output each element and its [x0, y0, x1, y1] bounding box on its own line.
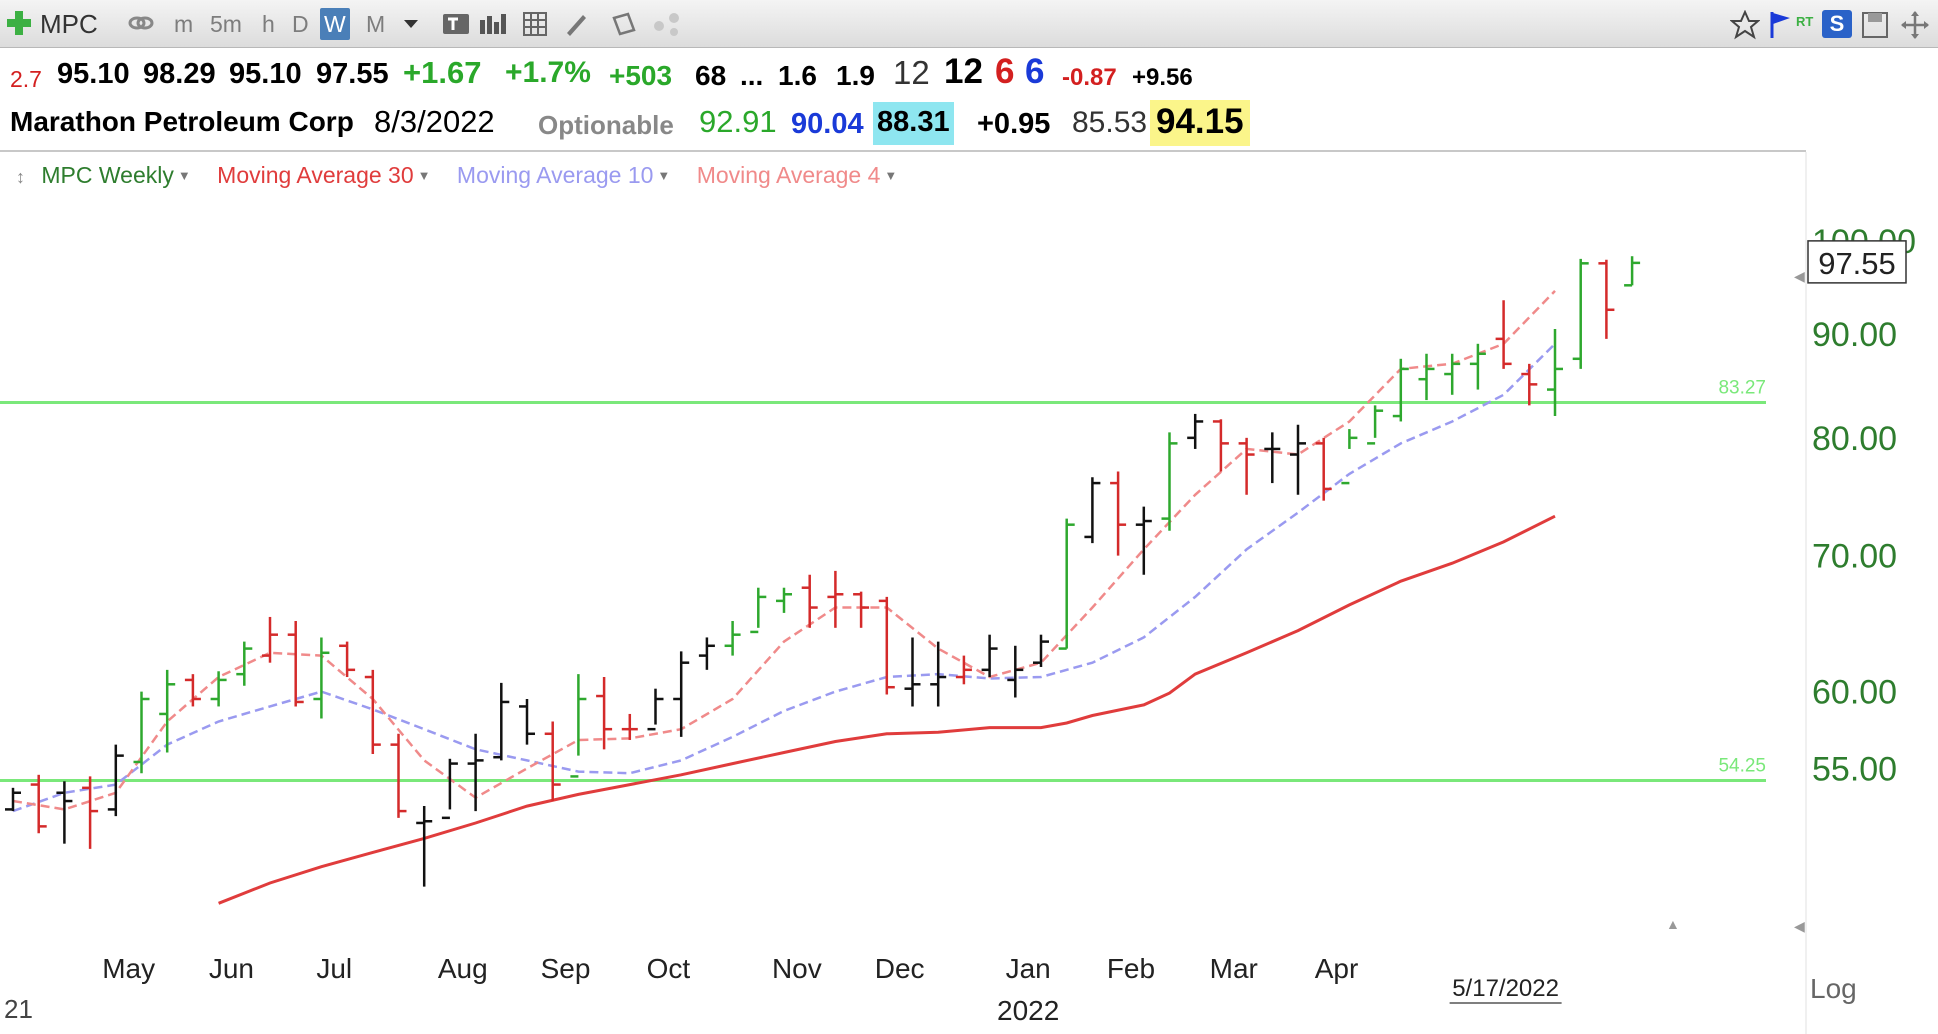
legend-item-ma30[interactable]: Moving Average 30	[217, 162, 414, 188]
x-tick-label: Mar	[1210, 953, 1258, 984]
interval-w[interactable]: W	[320, 8, 350, 40]
legend-item-mpc-weekly[interactable]: MPC Weekly	[41, 162, 174, 188]
quote-field: +503	[609, 60, 673, 91]
quote-field: 12	[893, 54, 930, 91]
quote-field: 2.7	[10, 66, 42, 92]
quote-date: 8/3/2022	[374, 104, 495, 139]
y-tick-label: 60.00	[1812, 674, 1897, 712]
quote-field: 95.10	[229, 58, 302, 90]
quote-field: 1.9	[836, 60, 875, 91]
quote-field: 12	[944, 52, 983, 91]
interval-m[interactable]: m	[174, 11, 194, 37]
quote-field: +0.95	[977, 108, 1051, 140]
bars-icon[interactable]	[478, 12, 508, 36]
x-tick-label: Dec	[875, 953, 925, 984]
interval-5m[interactable]: 5m	[210, 11, 242, 37]
quote-field: 97.55	[316, 58, 389, 90]
y-tick-label: 70.00	[1812, 538, 1897, 576]
quote-field: 92.91	[699, 104, 777, 139]
table-icon[interactable]	[522, 10, 552, 38]
x-year-label: 2022	[997, 995, 1059, 1026]
legend-grip-icon[interactable]: ↕	[16, 167, 25, 187]
scroll-left-icon[interactable]: ◀	[1794, 268, 1805, 284]
legend-item-ma4[interactable]: Moving Average 4	[696, 162, 881, 188]
quote-field: +9.56	[1132, 64, 1193, 91]
interval-h[interactable]: h	[262, 11, 275, 37]
x-tick-label: Nov	[772, 953, 822, 984]
link-icon[interactable]	[128, 12, 154, 34]
star-icon[interactable]	[1730, 10, 1760, 40]
interval-d[interactable]: D	[292, 11, 309, 37]
symbol-field[interactable]: MPC	[40, 9, 98, 39]
quote-field: 94.15	[1150, 100, 1250, 146]
y-tick-label: 90.00	[1812, 316, 1897, 354]
quote-field: 98.29	[143, 58, 216, 90]
x-tick-label: Feb	[1107, 953, 1155, 984]
company-name: Marathon Petroleum Corp	[10, 106, 354, 137]
add-symbol-icon[interactable]	[6, 10, 32, 36]
s-badge-icon[interactable]: S	[1822, 10, 1852, 38]
quote-field: 85.53	[1072, 106, 1148, 139]
move-icon[interactable]	[1900, 10, 1930, 40]
legend-caret-icon[interactable]: ▼	[417, 168, 431, 183]
x-edge-label: 21	[4, 994, 33, 1024]
dropdown-icon[interactable]	[402, 18, 420, 30]
save-icon[interactable]	[1860, 10, 1890, 40]
scroll-up-icon[interactable]: ▲	[1666, 916, 1680, 932]
quote-field: 68	[695, 60, 727, 91]
quote-field: +1.7%	[505, 56, 591, 89]
quote-field: 95.10	[57, 58, 130, 90]
share-icon[interactable]	[652, 10, 682, 38]
scroll-left-icon[interactable]: ◀	[1794, 918, 1805, 934]
y-tick-label: 80.00	[1812, 420, 1897, 458]
chart-legend: ↕ MPC Weekly ▼ Moving Average 30 ▼ Moving …	[16, 162, 917, 190]
quote-field: 90.04	[791, 108, 864, 140]
quote-field: 1.6	[778, 60, 817, 91]
x-tick-label: Aug	[438, 953, 488, 984]
quote-field: 6	[1025, 52, 1045, 91]
x-tick-label: May	[102, 953, 155, 984]
quote-line-2: Marathon Petroleum Corp 8/3/2022 Optiona…	[0, 100, 1300, 150]
log-scale-label: Log	[1810, 973, 1857, 1004]
x-tick-label: Jan	[1006, 953, 1051, 984]
optionable-label: Optionable	[538, 110, 674, 140]
legend-item-ma10[interactable]: Moving Average 10	[456, 162, 654, 188]
legend-caret-icon[interactable]: ▼	[657, 168, 671, 183]
interval-mo[interactable]: M	[366, 11, 386, 37]
last-price-box	[1807, 240, 1907, 284]
quote-field: 6	[995, 52, 1015, 91]
x-tick-label: Apr	[1315, 953, 1359, 984]
last-price-label: 97.55	[1818, 246, 1896, 281]
series-line	[218, 514, 1556, 905]
draw-pencil-icon[interactable]	[562, 10, 590, 38]
legend-caret-icon[interactable]: ▼	[884, 168, 898, 183]
y-tick-label: 100.00	[1812, 223, 1916, 261]
x-tick-label: Jun	[209, 953, 254, 984]
header-separator	[0, 150, 1806, 152]
rt-icon[interactable]: RT	[1796, 14, 1814, 29]
quote-field: +1.67	[403, 55, 482, 90]
x-tick-label: Jul	[316, 953, 352, 984]
legend-caret-icon[interactable]: ▼	[177, 168, 191, 183]
y-tick-label: 55.00	[1812, 750, 1897, 788]
x-tick-label: Oct	[647, 953, 691, 984]
quote-field: ...	[740, 60, 764, 91]
flag-icon[interactable]	[1768, 10, 1794, 40]
series-line	[12, 342, 1556, 813]
toolbar: MPC m 5m h D W M RT S	[0, 0, 1938, 48]
text-tool-icon[interactable]	[442, 12, 470, 36]
horizontal-level-label: 54.25	[1718, 755, 1766, 776]
quote-field: -0.87	[1062, 64, 1117, 91]
quote-line-1: 2.7 95.10 98.29 95.10 97.55 +1.67 +1.7% …	[0, 52, 1300, 100]
x-tick-label: Sep	[541, 953, 591, 984]
date-marker-label: 5/17/2022	[1452, 975, 1559, 1002]
horizontal-level-label: 83.27	[1718, 378, 1766, 399]
quote-field: 88.31	[873, 102, 954, 145]
series-line	[12, 290, 1556, 811]
clipboard-icon[interactable]	[608, 10, 638, 38]
